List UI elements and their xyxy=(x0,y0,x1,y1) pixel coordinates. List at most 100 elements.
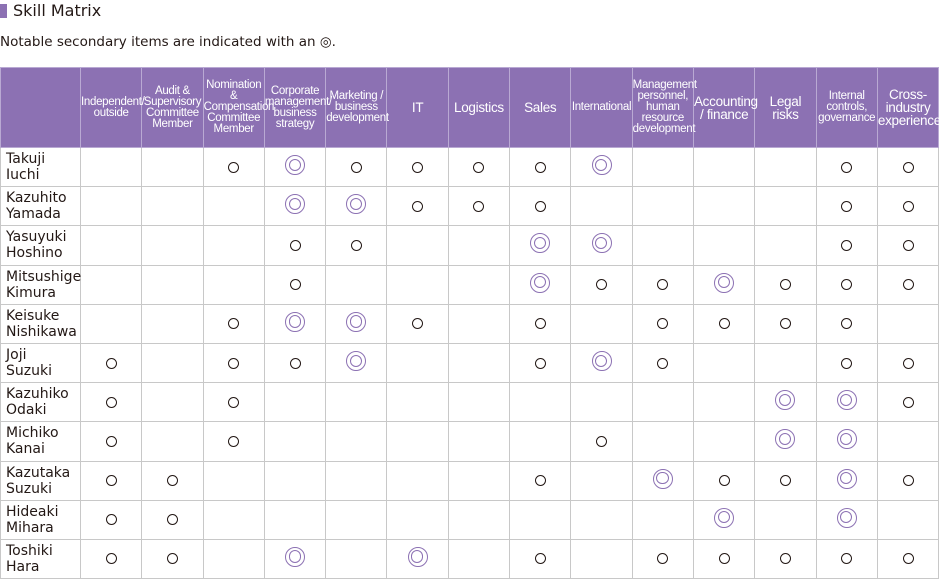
double-circle-mark-icon xyxy=(285,194,306,215)
circle-mark-icon xyxy=(534,475,546,487)
skill-cell xyxy=(692,421,756,462)
circle-mark-icon xyxy=(596,279,608,291)
skill-cell xyxy=(509,264,572,305)
skill-cell xyxy=(325,303,388,344)
circle-mark-icon xyxy=(289,239,301,251)
skill-cell xyxy=(263,303,327,344)
double-circle-mark-icon xyxy=(836,390,857,411)
skill-cell xyxy=(202,186,265,227)
skill-cell xyxy=(202,382,265,423)
circle-mark-icon xyxy=(779,279,791,291)
double-circle-mark-icon xyxy=(836,468,857,489)
skill-cell xyxy=(815,421,878,462)
skill-cell xyxy=(447,421,511,462)
skill-cell xyxy=(754,186,817,227)
skill-cell xyxy=(815,146,878,188)
skill-cell xyxy=(202,342,265,384)
skill-cell xyxy=(570,303,633,344)
circle-mark-icon xyxy=(289,357,301,369)
skill-cell xyxy=(263,460,327,501)
column-header: International xyxy=(570,67,633,148)
circle-mark-icon xyxy=(902,475,914,487)
skill-cell xyxy=(631,421,694,462)
skill-cell xyxy=(447,264,511,305)
skill-cell xyxy=(141,146,204,188)
table-row: Yasuyuki Hoshino xyxy=(0,225,940,266)
circle-mark-icon xyxy=(841,357,853,369)
director-name: Hideaki Mihara xyxy=(0,499,81,540)
skill-cell xyxy=(570,264,633,305)
double-circle-mark-icon xyxy=(714,272,735,293)
circle-mark-icon xyxy=(166,553,178,565)
skill-cell xyxy=(876,421,940,462)
skill-cell xyxy=(79,460,143,501)
circle-mark-icon xyxy=(105,435,117,447)
skill-cell xyxy=(263,186,327,227)
skill-cell xyxy=(141,421,204,462)
skill-cell xyxy=(631,342,694,384)
skill-cell xyxy=(509,382,572,423)
skill-cell xyxy=(447,382,511,423)
skill-cell xyxy=(79,421,143,462)
circle-mark-icon xyxy=(841,239,853,251)
column-header: Sales xyxy=(509,67,572,148)
skill-cell xyxy=(509,146,572,188)
header-row: Independent/ outside Audit & Supervisory … xyxy=(0,67,941,148)
circle-mark-icon xyxy=(534,161,546,173)
skill-cell xyxy=(202,225,265,266)
director-name: Yasuyuki Hoshino xyxy=(0,225,81,266)
skill-cell xyxy=(263,382,327,423)
skill-cell xyxy=(325,186,388,227)
circle-mark-icon xyxy=(105,475,117,487)
skill-cell xyxy=(447,342,511,384)
skill-cell xyxy=(631,303,694,344)
skill-cell xyxy=(263,225,327,266)
skill-cell xyxy=(876,342,940,384)
director-name: Michiko Kanai xyxy=(0,421,81,462)
skill-cell xyxy=(570,342,633,384)
skill-cell xyxy=(325,342,388,384)
double-circle-mark-icon xyxy=(836,429,857,450)
matrix-body: Takuji Iuchi Kazuhito Yamada Yasuyuki Hosh… xyxy=(0,146,940,580)
director-name: Kazuhiko Odaki xyxy=(0,382,81,423)
skill-cell xyxy=(141,460,204,501)
skill-cell xyxy=(631,146,694,188)
column-header: Independent/ outside xyxy=(79,67,145,148)
skill-cell xyxy=(79,538,143,580)
skill-cell xyxy=(79,225,143,266)
skill-cell xyxy=(815,538,878,580)
skill-cell xyxy=(79,303,143,344)
skill-cell xyxy=(754,342,817,384)
skill-cell xyxy=(876,264,940,305)
skill-cell xyxy=(570,460,633,501)
skill-cell xyxy=(263,499,327,540)
skill-cell xyxy=(79,382,143,423)
skill-cell xyxy=(631,186,694,227)
circle-mark-icon xyxy=(105,396,117,408)
circle-mark-icon xyxy=(902,396,914,408)
table-row: Kazuhiko Odaki xyxy=(0,382,940,423)
circle-mark-icon xyxy=(105,514,117,526)
skill-cell xyxy=(815,303,878,344)
skill-cell xyxy=(631,264,694,305)
circle-mark-icon xyxy=(718,553,730,565)
skill-cell xyxy=(754,225,817,266)
double-circle-mark-icon xyxy=(591,233,612,254)
double-circle-mark-icon xyxy=(836,507,857,528)
skill-cell xyxy=(631,538,694,580)
skill-cell xyxy=(386,264,449,305)
skill-cell xyxy=(754,264,817,305)
legend-note: Notable secondary items are indicated wi… xyxy=(0,34,336,50)
skill-cell xyxy=(325,382,388,423)
double-circle-mark-icon xyxy=(407,546,428,567)
skill-cell xyxy=(447,146,511,188)
table-row: Keisuke Nishikawa xyxy=(0,303,940,344)
skill-cell xyxy=(447,460,511,501)
skill-cell xyxy=(141,538,204,580)
skill-cell xyxy=(815,499,878,540)
skill-cell xyxy=(754,460,817,501)
skill-cell xyxy=(141,499,204,540)
column-header: Management personnel, human resource dev… xyxy=(631,67,697,148)
skill-cell xyxy=(509,186,572,227)
skill-cell xyxy=(876,460,940,501)
